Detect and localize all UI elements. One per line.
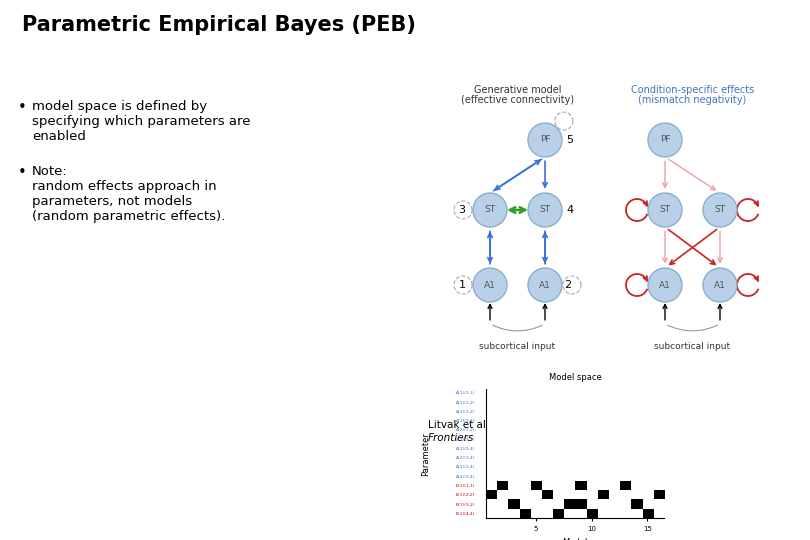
Text: Frontiers: Frontiers bbox=[428, 433, 474, 443]
Circle shape bbox=[703, 193, 737, 227]
Text: Note:: Note: bbox=[32, 165, 68, 178]
Text: B(1)(1,1): B(1)(1,1) bbox=[455, 484, 475, 488]
Text: (random parametric effects).: (random parametric effects). bbox=[32, 210, 225, 223]
Text: Litvak et al. 2016,: Litvak et al. 2016, bbox=[428, 420, 522, 430]
Text: (mismatch negativity): (mismatch negativity) bbox=[638, 95, 747, 105]
Text: random effects approach in: random effects approach in bbox=[32, 180, 216, 193]
Circle shape bbox=[648, 123, 682, 157]
Text: A(2)(3,4): A(2)(3,4) bbox=[455, 456, 475, 460]
Text: ST: ST bbox=[539, 206, 551, 214]
Text: enabled: enabled bbox=[32, 130, 86, 143]
Text: 2: 2 bbox=[565, 280, 572, 290]
Text: A1: A1 bbox=[484, 280, 496, 289]
Title: Model space: Model space bbox=[548, 374, 602, 382]
Text: A(2)(3,4): A(2)(3,4) bbox=[455, 475, 475, 479]
Text: B(1)(4,4): B(1)(4,4) bbox=[455, 512, 475, 516]
Text: specifying which parameters are: specifying which parameters are bbox=[32, 115, 250, 128]
Y-axis label: Parameter: Parameter bbox=[421, 431, 430, 476]
Text: parameters, not models: parameters, not models bbox=[32, 195, 192, 208]
Text: A(1)(3,4): A(1)(3,4) bbox=[455, 419, 475, 423]
Circle shape bbox=[648, 193, 682, 227]
Text: B(1)(3,2): B(1)(3,2) bbox=[455, 503, 475, 507]
Text: PF: PF bbox=[660, 136, 670, 145]
Text: A(1)(3,2): A(1)(3,2) bbox=[455, 410, 475, 414]
Text: ST: ST bbox=[659, 206, 671, 214]
Text: 3: 3 bbox=[458, 205, 466, 215]
Text: ST: ST bbox=[484, 206, 496, 214]
Text: ST: ST bbox=[714, 206, 726, 214]
Text: •: • bbox=[18, 100, 27, 115]
Circle shape bbox=[473, 193, 507, 227]
X-axis label: Model: Model bbox=[562, 538, 588, 540]
Text: A(2)(3,4): A(2)(3,4) bbox=[455, 447, 475, 451]
Text: subcortical input: subcortical input bbox=[654, 342, 731, 351]
Text: A1: A1 bbox=[659, 280, 671, 289]
Text: A(2)(3,4): A(2)(3,4) bbox=[455, 465, 475, 469]
Text: 4: 4 bbox=[566, 205, 573, 215]
Circle shape bbox=[648, 268, 682, 302]
Text: Generative model: Generative model bbox=[474, 85, 561, 95]
Text: A(2)(3,2): A(2)(3,2) bbox=[455, 438, 475, 442]
Text: model space is defined by: model space is defined by bbox=[32, 100, 207, 113]
Text: A(1)(1,2): A(1)(1,2) bbox=[455, 401, 475, 404]
Circle shape bbox=[528, 123, 562, 157]
Text: subcortical input: subcortical input bbox=[480, 342, 556, 351]
Text: 1: 1 bbox=[458, 280, 466, 290]
Text: A1: A1 bbox=[714, 280, 726, 289]
Text: A(1)(3,1): A(1)(3,1) bbox=[455, 392, 475, 395]
Text: A(2)(1,2): A(2)(1,2) bbox=[455, 428, 475, 433]
Text: B(1)(2,2): B(1)(2,2) bbox=[455, 493, 475, 497]
Text: PF: PF bbox=[539, 136, 550, 145]
Text: •: • bbox=[18, 165, 27, 180]
Circle shape bbox=[703, 268, 737, 302]
Text: 5: 5 bbox=[566, 135, 573, 145]
Text: A1: A1 bbox=[539, 280, 551, 289]
Text: Parametric Empirical Bayes (PEB): Parametric Empirical Bayes (PEB) bbox=[22, 15, 416, 35]
Circle shape bbox=[473, 268, 507, 302]
Text: Condition-specific effects: Condition-specific effects bbox=[631, 85, 754, 95]
Text: (effective connectivity): (effective connectivity) bbox=[461, 95, 574, 105]
Circle shape bbox=[528, 193, 562, 227]
Circle shape bbox=[528, 268, 562, 302]
